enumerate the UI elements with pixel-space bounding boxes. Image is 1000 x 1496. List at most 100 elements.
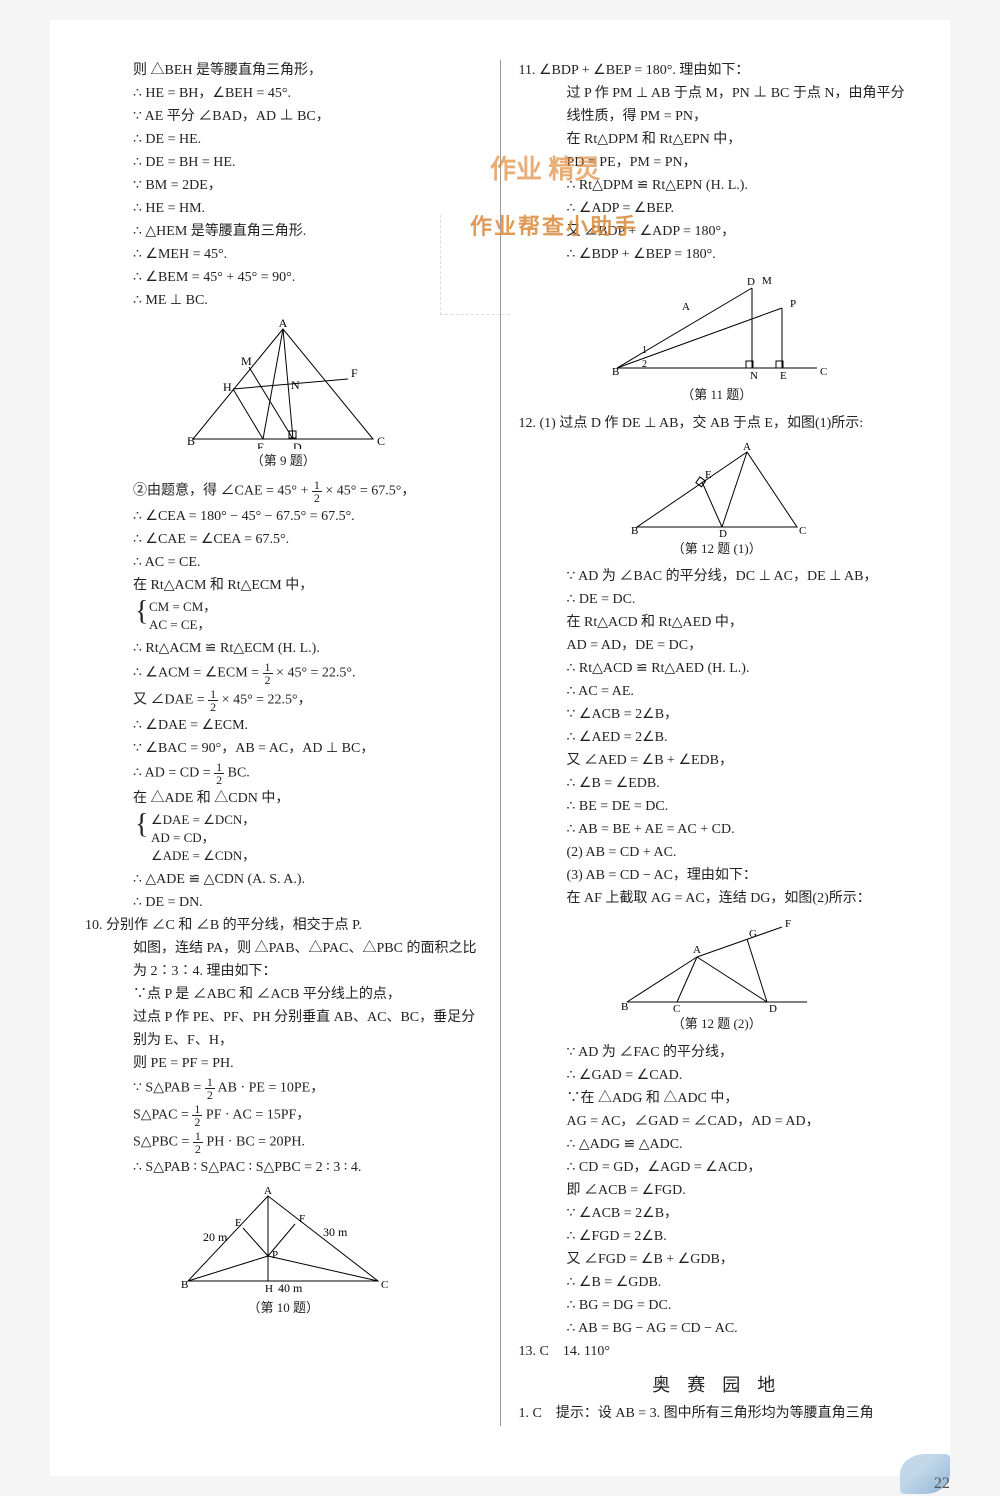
svg-text:H: H xyxy=(223,380,232,394)
svg-text:B: B xyxy=(181,1279,188,1291)
brace1: CM = CM， AC = CE， xyxy=(85,598,482,636)
figure-12b: A B C D F G （第 12 题 (2)） xyxy=(519,917,916,1034)
q11b: 过 P 作 PM ⊥ AB 于点 M，PN ⊥ BC 于点 N，由角平分 xyxy=(519,83,916,104)
svg-text:E: E xyxy=(780,370,787,382)
svg-text:30 m: 30 m xyxy=(323,1225,348,1239)
page: 作业 精灵 作业帮查小助手 则 △BEH 是等腰直角三角形， ∴ HE = BH… xyxy=(50,20,950,1476)
svg-text:D: D xyxy=(747,276,755,288)
left-column: 则 △BEH 是等腰直角三角形， ∴ HE = BH，∠BEH = 45°. ∵… xyxy=(85,60,482,1426)
q12ac: ∴ AB = BG − AG = CD − AC. xyxy=(519,1318,916,1339)
q12w: 即 ∠ACB = ∠FGD. xyxy=(519,1180,916,1201)
l8: ∴ △HEM 是等腰直角三角形. xyxy=(85,221,482,242)
q11d: 在 Rt△DPM 和 Rt△EPN 中， xyxy=(519,129,916,150)
l10: ∴ ∠BEM = 45° + 45° = 90°. xyxy=(85,267,482,288)
figure-10: A B C E F H P 20 m 30 m 40 m （第 10 题） xyxy=(85,1186,482,1318)
svg-text:M: M xyxy=(762,275,772,287)
svg-text:B: B xyxy=(187,434,195,448)
svg-text:40 m: 40 m xyxy=(278,1281,303,1295)
svg-text:E: E xyxy=(235,1217,242,1229)
after9-7: ∴ ∠ACM = ∠ECM = 12 × 45° = 22.5°. xyxy=(85,661,482,686)
q12b: ∵ AD 为 ∠BAC 的平分线，DC ⊥ AC，DE ⊥ AB， xyxy=(519,566,916,587)
q12l: ∴ BE = DE = DC. xyxy=(519,796,916,817)
figure-11: B C D M P A N E 1 2 （第 11 题） xyxy=(519,273,916,405)
after9-9: ∴ ∠DAE = ∠ECM. xyxy=(85,715,482,736)
l5: ∴ DE = BH = HE. xyxy=(85,152,482,173)
q12u: ∴ △ADG ≌ △ADC. xyxy=(519,1134,916,1155)
l7: ∴ HE = HM. xyxy=(85,198,482,219)
q12x: ∵ ∠ACB = 2∠B， xyxy=(519,1203,916,1224)
q12f: ∴ Rt△ACD ≌ Rt△AED (H. L.). xyxy=(519,658,916,679)
q10c: 为 2∶3∶4. 理由如下： xyxy=(85,961,482,982)
after9-5: 在 Rt△ACM 和 Rt△ECM 中， xyxy=(85,575,482,596)
after9-8: 又 ∠DAE = 12 × 45° = 22.5°， xyxy=(85,688,482,713)
after9-11: ∴ AD = CD = 12 BC. xyxy=(85,761,482,786)
svg-text:D: D xyxy=(293,440,302,449)
svg-text:E: E xyxy=(257,440,264,449)
svg-text:2: 2 xyxy=(642,359,647,370)
contest-title: 奥 赛 园 地 xyxy=(519,1372,916,1399)
q12h: ∵ ∠ACB = 2∠B， xyxy=(519,704,916,725)
q12r: ∴ ∠GAD = ∠CAD. xyxy=(519,1065,916,1086)
q10j: S△PBC = 12 PH · BC = 20PH. xyxy=(85,1130,482,1155)
figure-12a: A B C D E （第 12 题 (1)） xyxy=(519,442,916,559)
svg-text:20 m: 20 m xyxy=(203,1230,228,1244)
q10d: ∵点 P 是 ∠ABC 和 ∠ACB 平分线上的点， xyxy=(85,984,482,1005)
svg-text:C: C xyxy=(820,366,827,378)
after9-14: ∴ DE = DN. xyxy=(85,892,482,913)
svg-text:F: F xyxy=(785,918,791,930)
contest-1: 1. C 提示：设 AB = 3. 图中所有三角形均为等腰直角三角 xyxy=(519,1403,916,1424)
q12c: ∴ DE = DC. xyxy=(519,589,916,610)
q11a: 11. ∠BDP + ∠BEP = 180°. 理由如下： xyxy=(519,60,916,81)
svg-text:B: B xyxy=(612,366,619,378)
svg-text:C: C xyxy=(381,1279,388,1291)
page-number: 22 xyxy=(934,1472,950,1496)
dashed-box xyxy=(440,215,510,315)
q10i: S△PAC = 12 PF · AC = 15PF， xyxy=(85,1103,482,1128)
q12q: ∵ AD 为 ∠FAC 的平分线， xyxy=(519,1042,916,1063)
after9-6: ∴ Rt△ACM ≌ Rt△ECM (H. L.). xyxy=(85,638,482,659)
svg-text:C: C xyxy=(377,434,385,448)
svg-text:B: B xyxy=(621,1001,628,1012)
svg-text:C: C xyxy=(799,525,806,537)
svg-text:F: F xyxy=(299,1213,305,1225)
q12z: 又 ∠FGD = ∠B + ∠GDB， xyxy=(519,1249,916,1270)
svg-text:H: H xyxy=(265,1283,273,1295)
svg-text:A: A xyxy=(279,319,288,330)
q10k: ∴ S△PAB ∶ S△PAC ∶ S△PBC = 2 ∶ 3 ∶ 4. xyxy=(85,1157,482,1178)
fig10-caption: （第 10 题） xyxy=(85,1298,482,1318)
right-column: 11. ∠BDP + ∠BEP = 180°. 理由如下： 过 P 作 PM ⊥… xyxy=(519,60,916,1426)
q11i: ∴ ∠BDP + ∠BEP = 180°. xyxy=(519,244,916,265)
svg-text:E: E xyxy=(705,469,712,481)
q10h: ∵ S△PAB = 12 AB · PE = 10PE， xyxy=(85,1076,482,1101)
q10a: 10. 分别作 ∠C 和 ∠B 的平分线，相交于点 P. xyxy=(85,915,482,936)
svg-text:P: P xyxy=(790,298,796,310)
q13: 13. C 14. 110° xyxy=(519,1341,916,1362)
watermark-stamp: 作业 精灵 xyxy=(490,150,601,189)
q12e: AD = AD，DE = DC， xyxy=(519,635,916,656)
q12ab: ∴ BG = DG = DC. xyxy=(519,1295,916,1316)
q12aa: ∴ ∠B = ∠GDB. xyxy=(519,1272,916,1293)
t: × 45° = 67.5°， xyxy=(325,483,415,498)
svg-text:C: C xyxy=(673,1003,680,1012)
q10f: 别为 E、F、H， xyxy=(85,1030,482,1051)
svg-text:M: M xyxy=(241,354,252,368)
svg-text:A: A xyxy=(264,1186,272,1197)
q12d: 在 Rt△ACD 和 Rt△AED 中， xyxy=(519,612,916,633)
q10e: 过点 P 作 PE、PF、PH 分别垂直 AB、AC、BC，垂足分 xyxy=(85,1007,482,1028)
t: ②由题意，得 ∠CAE = 45° + xyxy=(133,483,312,498)
after9-2: ∴ ∠CEA = 180° − 45° − 67.5° = 67.5°. xyxy=(85,506,482,527)
q11c: 线性质，得 PM = PN， xyxy=(519,106,916,127)
q12s: ∵在 △ADG 和 △ADC 中， xyxy=(519,1088,916,1109)
brace3: ∠DAE = ∠DCN， AD = CD， ∠ADE = ∠CDN， xyxy=(85,811,482,867)
fig12a-caption: （第 12 题 (1)） xyxy=(519,539,916,559)
wm1: 作业 xyxy=(490,155,542,184)
after9-12: 在 △ADE 和 △CDN 中， xyxy=(85,788,482,809)
q12k: ∴ ∠B = ∠EDB. xyxy=(519,773,916,794)
after9-3: ∴ ∠CAE = ∠CEA = 67.5°. xyxy=(85,529,482,550)
l1: 则 △BEH 是等腰直角三角形， xyxy=(85,60,482,81)
svg-text:1: 1 xyxy=(642,345,647,356)
svg-text:G: G xyxy=(749,928,757,940)
svg-text:A: A xyxy=(743,442,751,453)
fig9-caption: （第 9 题） xyxy=(85,451,482,471)
q12y: ∴ ∠FGD = 2∠B. xyxy=(519,1226,916,1247)
